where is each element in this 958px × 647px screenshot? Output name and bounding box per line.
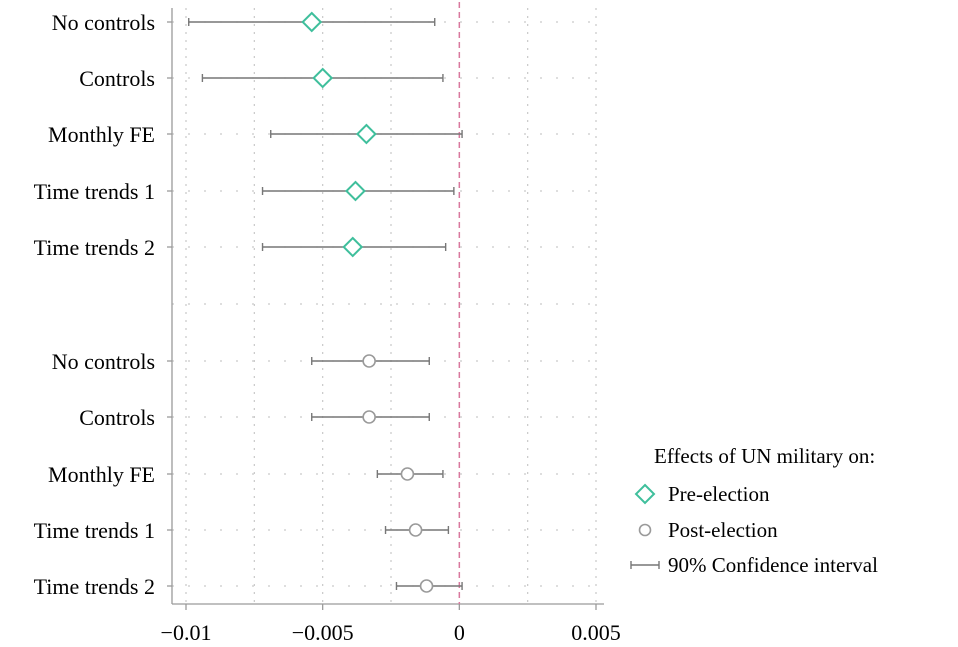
x-tick-label: −0.01 bbox=[161, 620, 212, 645]
point-estimate-diamond bbox=[355, 123, 377, 145]
x-tick-label: −0.005 bbox=[292, 620, 354, 645]
row-label: Time trends 2 bbox=[34, 235, 155, 260]
capped-line-icon bbox=[630, 561, 660, 569]
point-estimate-circle bbox=[419, 579, 434, 593]
row-label: Monthly FE bbox=[48, 462, 155, 487]
legend-label-confidence-interval: 90% Confidence interval bbox=[668, 553, 878, 577]
axis-layer bbox=[167, 2, 604, 610]
circle-icon bbox=[638, 523, 652, 537]
legend-title: Effects of UN military on: bbox=[654, 444, 876, 468]
diamond-icon bbox=[634, 483, 656, 505]
row-label: Time trends 2 bbox=[34, 574, 155, 599]
row-label: Controls bbox=[79, 405, 155, 430]
point-estimate-diamond bbox=[342, 236, 364, 258]
point-estimate-diamond bbox=[345, 180, 366, 202]
point-estimate-diamond bbox=[301, 11, 323, 33]
point-estimate-circle bbox=[362, 354, 376, 368]
legend: Effects of UN military on: Pre-election … bbox=[630, 444, 956, 594]
row-label: Monthly FE bbox=[48, 122, 155, 147]
point-estimate-circle bbox=[362, 410, 376, 424]
row-label: Time trends 1 bbox=[34, 179, 155, 204]
row-label: No controls bbox=[52, 10, 155, 35]
legend-label-pre-election: Pre-election bbox=[668, 482, 770, 506]
point-estimate-diamond bbox=[312, 67, 334, 89]
legend-label-post-election: Post-election bbox=[668, 518, 778, 542]
point-estimate-circle bbox=[408, 523, 423, 537]
label-layer: −0.01 −0.005 0 0.005 No controls Controls Mont… bbox=[34, 10, 621, 645]
row-label: Time trends 1 bbox=[34, 518, 155, 543]
row-label: Controls bbox=[79, 66, 155, 91]
x-tick-label: 0.005 bbox=[571, 620, 621, 645]
point-estimate-circle bbox=[400, 467, 415, 481]
row-label: No controls bbox=[52, 349, 155, 374]
x-tick-label: 0 bbox=[454, 620, 465, 645]
mark-layer bbox=[188, 11, 463, 593]
grid-layer bbox=[172, 8, 604, 604]
